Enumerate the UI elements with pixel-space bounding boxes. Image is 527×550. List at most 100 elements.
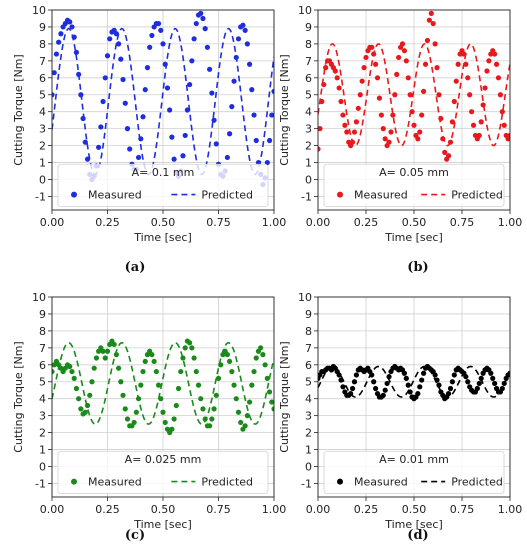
measured-point [142, 358, 148, 365]
legend-measured-label: Measured [354, 476, 408, 489]
measured-point [380, 126, 386, 132]
y-tick-label: 1 [39, 157, 46, 170]
measured-point [240, 22, 246, 28]
measured-point [149, 32, 155, 39]
y-tick-label: 6 [305, 72, 312, 85]
measured-point [249, 87, 255, 93]
measured-point [71, 34, 77, 40]
measured-point [469, 109, 475, 115]
panel-label: (c) [125, 528, 145, 543]
x-axis-label: Time [sec] [133, 231, 192, 244]
measured-point [480, 102, 486, 108]
measured-point [390, 112, 396, 118]
measured-point [71, 375, 77, 381]
measured-point [213, 392, 219, 398]
x-tick-label: 0.75 [206, 503, 231, 516]
y-tick-label: 4 [39, 106, 46, 119]
measured-point [392, 92, 398, 98]
measured-point [349, 385, 356, 392]
measured-point [470, 122, 477, 128]
measured-point [142, 87, 148, 93]
measured-point [336, 372, 342, 378]
legend: A= 0.1 mm Measured Predicted [57, 163, 269, 208]
measured-point [342, 122, 348, 128]
measured-point [78, 92, 84, 98]
measured-point [246, 399, 253, 405]
measured-point [407, 92, 413, 98]
measured-point [424, 37, 431, 44]
y-tick-label: 0 [39, 173, 46, 186]
y-axis-label: Cutting Torque [Nm] [12, 341, 25, 452]
measured-point [484, 68, 490, 74]
measured-point [463, 61, 469, 67]
measured-point [401, 48, 407, 54]
measured-point [351, 129, 358, 135]
measured-point [474, 385, 480, 392]
measured-point [118, 56, 124, 62]
measured-point [486, 58, 492, 64]
measured-point [492, 51, 498, 57]
measured-point [242, 423, 248, 429]
measured-point [264, 159, 270, 166]
predicted-line [52, 27, 274, 176]
y-tick-label: 8 [305, 38, 312, 51]
measured-point [394, 71, 400, 78]
x-tick-label: 0.00 [306, 216, 331, 229]
measured-point [211, 117, 217, 123]
measured-point [430, 20, 436, 27]
measured-point [73, 385, 80, 392]
measured-point [116, 41, 122, 47]
measured-point [445, 153, 452, 159]
measured-point [122, 100, 128, 106]
measured-point [87, 392, 93, 398]
legend-predicted-label: Predicted [201, 476, 253, 489]
measured-point [447, 385, 454, 392]
measured-point [180, 153, 186, 159]
measured-point [363, 54, 369, 61]
y-axis-label: Cutting Torque [Nm] [278, 54, 291, 165]
measured-point [501, 122, 507, 128]
measured-point [233, 54, 239, 61]
measured-point [419, 112, 425, 118]
measured-point [253, 137, 259, 144]
measured-point [388, 129, 394, 135]
legend-title: A= 0.05 mm [379, 166, 449, 179]
y-tick-label: 5 [39, 376, 46, 389]
x-tick-label: 0.25 [354, 216, 379, 229]
measured-point [98, 124, 104, 130]
y-tick-label: 1 [305, 157, 312, 170]
measured-point [334, 75, 340, 81]
measured-point [258, 345, 264, 351]
measured-point [417, 384, 423, 390]
measured-point [482, 85, 488, 91]
measured-point [264, 375, 270, 381]
y-tick-label: 10 [298, 4, 312, 17]
measured-point [173, 402, 179, 409]
measured-point [405, 75, 411, 81]
y-tick-label: 6 [39, 72, 46, 85]
measured-point [96, 144, 102, 150]
y-tick-label: -1 [301, 477, 312, 490]
measured-point [246, 61, 253, 67]
legend-measured-marker [71, 478, 77, 485]
measured-point [193, 20, 199, 27]
x-tick-label: 0.25 [95, 216, 120, 229]
measured-point [434, 65, 440, 71]
measured-point [476, 132, 482, 139]
measured-point [102, 75, 108, 81]
measured-point [160, 409, 166, 415]
measured-point [52, 70, 57, 76]
measured-point [449, 379, 455, 385]
y-tick-label: 9 [39, 308, 46, 321]
predicted-line [318, 365, 510, 398]
measured-point [124, 126, 131, 132]
measured-point [338, 98, 344, 105]
measured-point [149, 352, 155, 358]
measured-point [407, 389, 413, 395]
measured-point [102, 355, 108, 361]
legend-box [323, 163, 505, 208]
measured-point [507, 132, 510, 139]
measured-point [82, 139, 88, 145]
legend-title: A= 0.01 mm [379, 453, 449, 466]
measured-point [492, 380, 498, 387]
